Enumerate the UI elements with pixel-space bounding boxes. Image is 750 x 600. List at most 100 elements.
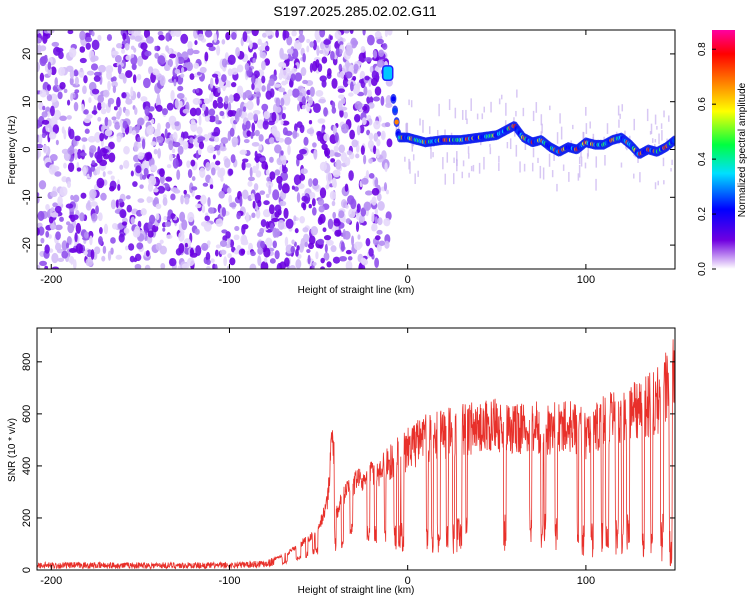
spectrogram-noise-cell: [361, 177, 369, 185]
spectrogram-noise-cell: [51, 252, 59, 264]
spectrogram-noise-cell: [292, 130, 298, 139]
y-tick-label: 200: [21, 509, 33, 527]
spectrogram-noise-cell: [204, 30, 213, 38]
spectrogram-faint-cell: [515, 110, 517, 117]
spectrogram-noise-cell: [54, 205, 62, 213]
spectrogram-noise-cell: [278, 137, 285, 143]
spectrogram-noise-cell: [350, 198, 357, 210]
spectrogram-noise-cell: [358, 241, 363, 249]
spectrogram-noise-cell: [158, 34, 165, 41]
spectrogram-noise-cell: [104, 116, 109, 127]
spectrogram-faint-cell: [580, 156, 583, 167]
spectrogram-faint-cell: [559, 113, 561, 124]
spectrogram-noise-cell: [215, 218, 224, 227]
spectrogram-noise-cell: [126, 204, 133, 213]
spectrogram-noise-cell: [206, 145, 215, 154]
spectrogram-noise-cell: [275, 97, 281, 108]
spectrogram-noise-cell: [37, 149, 40, 161]
spectrogram-noise-cell: [79, 30, 86, 41]
spectrogram-noise-cell: [224, 95, 229, 105]
spectrogram-noise-cell: [358, 215, 365, 223]
spectrogram-noise-cell: [236, 212, 241, 220]
colorbar-tick-label: 0.0: [697, 262, 708, 276]
spectrogram-noise-cell: [52, 202, 58, 208]
spectrogram-noise-cell: [157, 31, 164, 36]
spectrogram-faint-cell: [562, 164, 565, 171]
spectrogram-noise-cell: [155, 203, 162, 210]
x-tick-label: 0: [405, 575, 411, 587]
spectrogram-noise-cell: [67, 223, 75, 234]
spectrogram-faint-cell: [560, 126, 563, 140]
spectrogram-noise-cell: [41, 132, 47, 139]
spectrogram-noise-cell: [136, 242, 144, 250]
spectrogram-noise-cell: [172, 141, 181, 148]
spectrogram-noise-cell: [327, 172, 332, 182]
spectrogram-noise-cell: [90, 63, 99, 71]
spectrogram-noise-cell: [83, 75, 88, 84]
spectrogram-noise-cell: [71, 214, 79, 220]
spectrogram-faint-cell: [432, 152, 434, 158]
spectrogram-noise-cell: [385, 95, 392, 107]
spectrogram-noise-cell: [173, 78, 177, 87]
spectrogram-noise-cell: [371, 187, 380, 196]
spectrogram-noise-cell: [139, 184, 144, 189]
spectrogram-noise-cell: [110, 175, 115, 181]
spectrogram-noise-cell: [290, 73, 296, 82]
spectrogram-faint-cell: [654, 182, 657, 190]
spectrogram-noise-cell: [315, 59, 320, 68]
spectrogram-faint-cell: [453, 173, 455, 185]
spectrogram-noise-cell: [323, 39, 331, 46]
spectrogram-faint-cell: [570, 140, 572, 145]
spectrogram-faint-cell: [466, 118, 468, 125]
spectrogram-faint-cell: [468, 153, 470, 159]
spectrogram-noise-cell: [321, 56, 328, 64]
spectrogram-noise-cell: [296, 153, 304, 161]
spectrogram-noise-cell: [331, 200, 336, 207]
spectrogram-faint-cell: [540, 131, 543, 135]
spectrogram-noise-cell: [83, 117, 91, 124]
spectrogram-noise-cell: [174, 121, 180, 127]
spectrogram-noise-cell: [134, 35, 143, 42]
spectrogram-noise-cell: [368, 132, 374, 141]
spectrogram-noise-cell: [58, 66, 66, 76]
spectrogram-noise-cell: [263, 247, 271, 258]
spectrogram-faint-cell: [430, 147, 432, 159]
spectrogram-noise-cell: [295, 259, 302, 269]
spectrogram-noise-cell: [349, 30, 354, 35]
spectrogram-faint-cell: [428, 126, 431, 135]
spectrogram-noise-cell: [111, 50, 119, 56]
spectrogram-noise-cell: [299, 173, 306, 181]
spectrogram-noise-cell: [302, 202, 307, 211]
spectrogram-noise-cell: [233, 249, 239, 255]
spectrogram-noise-cell: [230, 154, 236, 164]
spectrogram-noise-cell: [135, 165, 142, 174]
spectrogram-noise-cell: [280, 97, 285, 107]
spectrogram-faint-cell: [649, 131, 652, 135]
spectrogram-noise-cell: [39, 89, 48, 98]
spectrogram-faint-cell: [549, 105, 551, 111]
spectrogram-noise-cell: [143, 167, 149, 177]
spectrogram-noise-cell: [323, 252, 330, 261]
spectrogram-noise-cell: [206, 42, 214, 48]
spectrogram-noise-cell: [94, 131, 102, 143]
spectrogram-noise-cell: [340, 241, 345, 252]
spectrogram-noise-cell: [268, 184, 272, 195]
spectrogram-noise-cell: [302, 52, 306, 63]
spectrogram-faint-cell: [551, 170, 554, 178]
spectrogram-noise-cell: [316, 238, 325, 245]
spectrogram-faint-cell: [541, 123, 543, 134]
spectrogram-faint-cell: [603, 136, 605, 141]
spectrogram-noise-cell: [170, 89, 175, 101]
spectrogram-noise-cell: [57, 91, 63, 100]
spectrogram-noise-cell: [329, 35, 333, 41]
spectrogram-noise-cell: [384, 122, 391, 128]
spectrogram-faint-cell: [656, 125, 658, 130]
spectrogram-noise-cell: [300, 168, 308, 175]
spectrogram-noise-cell: [337, 88, 346, 93]
spectrogram-noise-cell: [260, 52, 267, 59]
spectrogram-noise-cell: [366, 34, 375, 46]
spectrogram-noise-cell: [99, 238, 103, 246]
spectrogram-noise-cell: [215, 160, 221, 166]
spectrogram-noise-cell: [109, 185, 115, 192]
spectrogram-noise-cell: [318, 205, 325, 213]
